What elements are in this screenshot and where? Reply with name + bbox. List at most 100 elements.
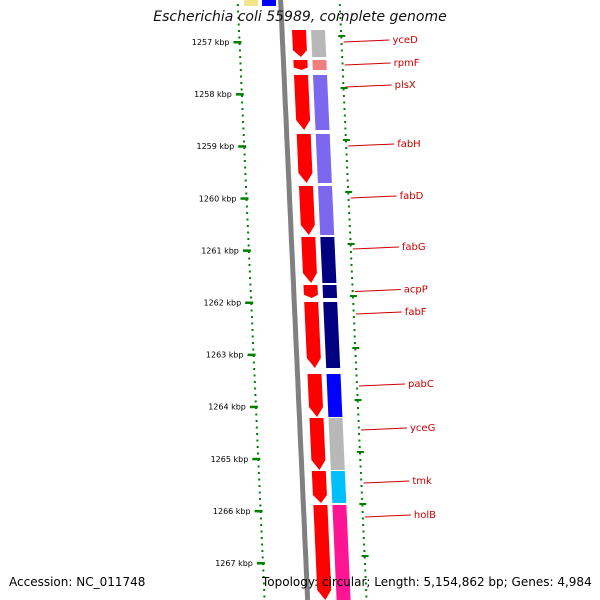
inner-tick-dot — [247, 251, 250, 253]
inner-tick-dot — [238, 49, 241, 52]
gene-label: rpmF — [394, 58, 420, 69]
accession-label: Accession: — [9, 575, 73, 589]
outer-major-tick — [338, 35, 346, 37]
gene-leader-line — [350, 195, 397, 199]
outer-tick-dot — [359, 472, 362, 474]
tick-mark — [249, 405, 258, 409]
map-title: Escherichia coli 55989, complete genome — [153, 9, 447, 25]
outer-tick-dot — [354, 348, 357, 351]
inner-tick-dot — [249, 277, 252, 279]
tick-label: 1260 kbp — [199, 194, 237, 203]
inner-tick-dot — [247, 244, 250, 247]
outer-tick-dot — [363, 550, 366, 552]
tick-mark — [254, 509, 263, 513]
outer-tick-dot — [354, 361, 357, 364]
outer-tick-dot — [355, 368, 358, 370]
tick-mark — [256, 562, 265, 565]
inner-tick-dot — [263, 595, 266, 598]
outer-tick-dot — [359, 452, 361, 455]
inner-tick-dot — [247, 238, 250, 240]
cog-block — [328, 418, 345, 470]
inner-tick-dot — [257, 465, 260, 468]
outer-tick-dot — [349, 238, 352, 240]
gene-leader-line — [345, 84, 392, 88]
inner-tick-dot — [243, 147, 246, 149]
tick-label: 1264 kbp — [208, 403, 246, 412]
inner-tick-dot — [256, 433, 259, 435]
accession-info: Accession: NC_011748 — [9, 575, 145, 589]
outer-tick-dot — [345, 147, 348, 149]
cds-arrow — [296, 134, 313, 183]
inner-tick-dot — [250, 316, 253, 318]
cds-arrow — [307, 374, 323, 417]
inner-tick-dot — [262, 582, 265, 585]
inner-tick-dot — [244, 173, 247, 175]
outer-tick-dot — [345, 140, 347, 143]
gene-leader-line — [343, 39, 390, 43]
inner-tick-dot — [240, 82, 243, 84]
inner-tick-dot — [255, 426, 258, 429]
tick-label: 1265 kbp — [211, 455, 249, 464]
gene-label: fabF — [405, 307, 427, 318]
inner-tick-dot — [246, 218, 249, 221]
tick-labels: 1257 kbp 1258 kbp 1259 kbp 1260 kbp 1261 kbp… — [192, 38, 265, 568]
cog-block — [326, 374, 343, 417]
outer-tick-dot — [346, 179, 349, 182]
outer-tick-dot — [347, 199, 350, 201]
outer-tick-dot — [359, 459, 362, 461]
inner-tick-dot — [261, 550, 264, 552]
gene-label: fabG — [402, 242, 426, 253]
gene-leader-line — [354, 289, 401, 292]
inner-tick-dot — [258, 491, 261, 494]
gene-label: yceG — [410, 423, 435, 434]
gene-leader-line — [360, 427, 408, 431]
inner-tick-dot — [238, 30, 240, 32]
cog-block — [313, 75, 330, 130]
inner-tick-dot — [262, 576, 265, 578]
cog-block — [322, 285, 338, 298]
tick-mark — [240, 197, 249, 200]
outer-tick-dot — [341, 69, 344, 71]
inner-tick-dot — [245, 186, 247, 188]
outer-tick-dot — [365, 595, 368, 598]
outer-tick-dot — [358, 433, 361, 435]
tick-label: 1267 kbp — [215, 559, 253, 568]
tick-label: 1262 kbp — [203, 299, 241, 308]
gene-leader-line — [355, 311, 402, 315]
inner-tick-dot — [252, 348, 255, 351]
outer-tick-dot — [363, 543, 366, 546]
cds-arrow — [309, 418, 326, 470]
inner-tick-dot — [247, 231, 250, 234]
inner-tick-dot — [253, 374, 256, 377]
gene-label: acpP — [404, 285, 428, 296]
outer-tick-dot — [363, 556, 366, 559]
cds-arrow — [292, 30, 307, 57]
outer-tick-dot — [353, 335, 356, 338]
gene-label: pabC — [408, 379, 434, 390]
cog-track — [311, 30, 351, 600]
inner-tick-dot — [240, 88, 243, 91]
outer-tick-dot — [364, 576, 367, 578]
length-value: 5,154,862 bp; — [423, 575, 508, 589]
outer-tick-dot — [357, 420, 360, 422]
inner-tick-dot — [251, 335, 254, 338]
outer-tick-dot — [342, 95, 345, 97]
genome-backbone-line — [278, 0, 311, 600]
inner-tick-dot — [262, 569, 265, 572]
outer-tick-dot — [355, 381, 358, 383]
outer-tick-dot — [345, 153, 348, 156]
outer-major-tick — [342, 139, 350, 141]
inner-tick-dot — [251, 322, 254, 325]
inner-tick-dot — [245, 199, 248, 201]
inner-tick-dot — [246, 225, 249, 227]
gene-leader-line — [358, 383, 406, 387]
outer-tick-dot — [342, 75, 344, 78]
outer-tick-dot — [346, 166, 349, 169]
outer-tick-dot — [339, 23, 342, 26]
inner-tick-dot — [259, 517, 262, 520]
inner-tick-dot — [260, 530, 263, 533]
cds-arrow — [311, 471, 327, 503]
outer-major-tick — [347, 243, 355, 245]
tick-mark — [247, 353, 256, 357]
gene-leader-line — [363, 480, 410, 484]
